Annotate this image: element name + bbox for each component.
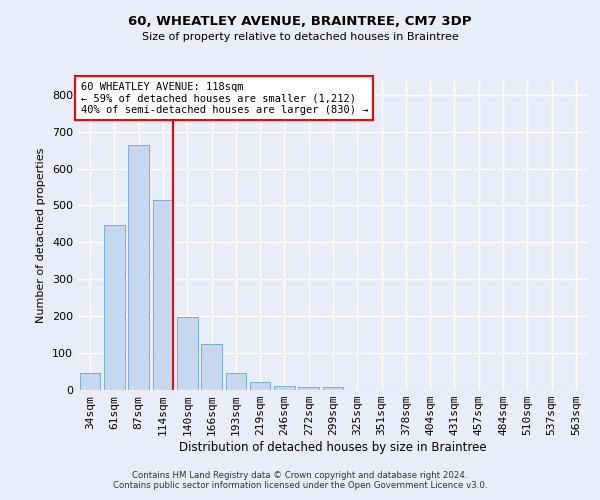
Text: Contains HM Land Registry data © Crown copyright and database right 2024.
Contai: Contains HM Land Registry data © Crown c… [113, 470, 487, 490]
Bar [177, 318, 197, 390]
Bar [201, 344, 222, 390]
Y-axis label: Number of detached properties: Number of detached properties [37, 148, 46, 322]
Bar [104, 224, 125, 390]
Bar [323, 387, 343, 390]
Bar [152, 200, 173, 390]
Bar [250, 382, 271, 390]
Bar [298, 387, 319, 390]
Text: 60 WHEATLEY AVENUE: 118sqm
← 59% of detached houses are smaller (1,212)
40% of s: 60 WHEATLEY AVENUE: 118sqm ← 59% of deta… [80, 82, 368, 115]
Bar [274, 386, 295, 390]
Bar [226, 372, 246, 390]
Bar [80, 374, 100, 390]
Text: Size of property relative to detached houses in Braintree: Size of property relative to detached ho… [142, 32, 458, 42]
Bar [128, 144, 149, 390]
X-axis label: Distribution of detached houses by size in Braintree: Distribution of detached houses by size … [179, 441, 487, 454]
Text: 60, WHEATLEY AVENUE, BRAINTREE, CM7 3DP: 60, WHEATLEY AVENUE, BRAINTREE, CM7 3DP [128, 15, 472, 28]
